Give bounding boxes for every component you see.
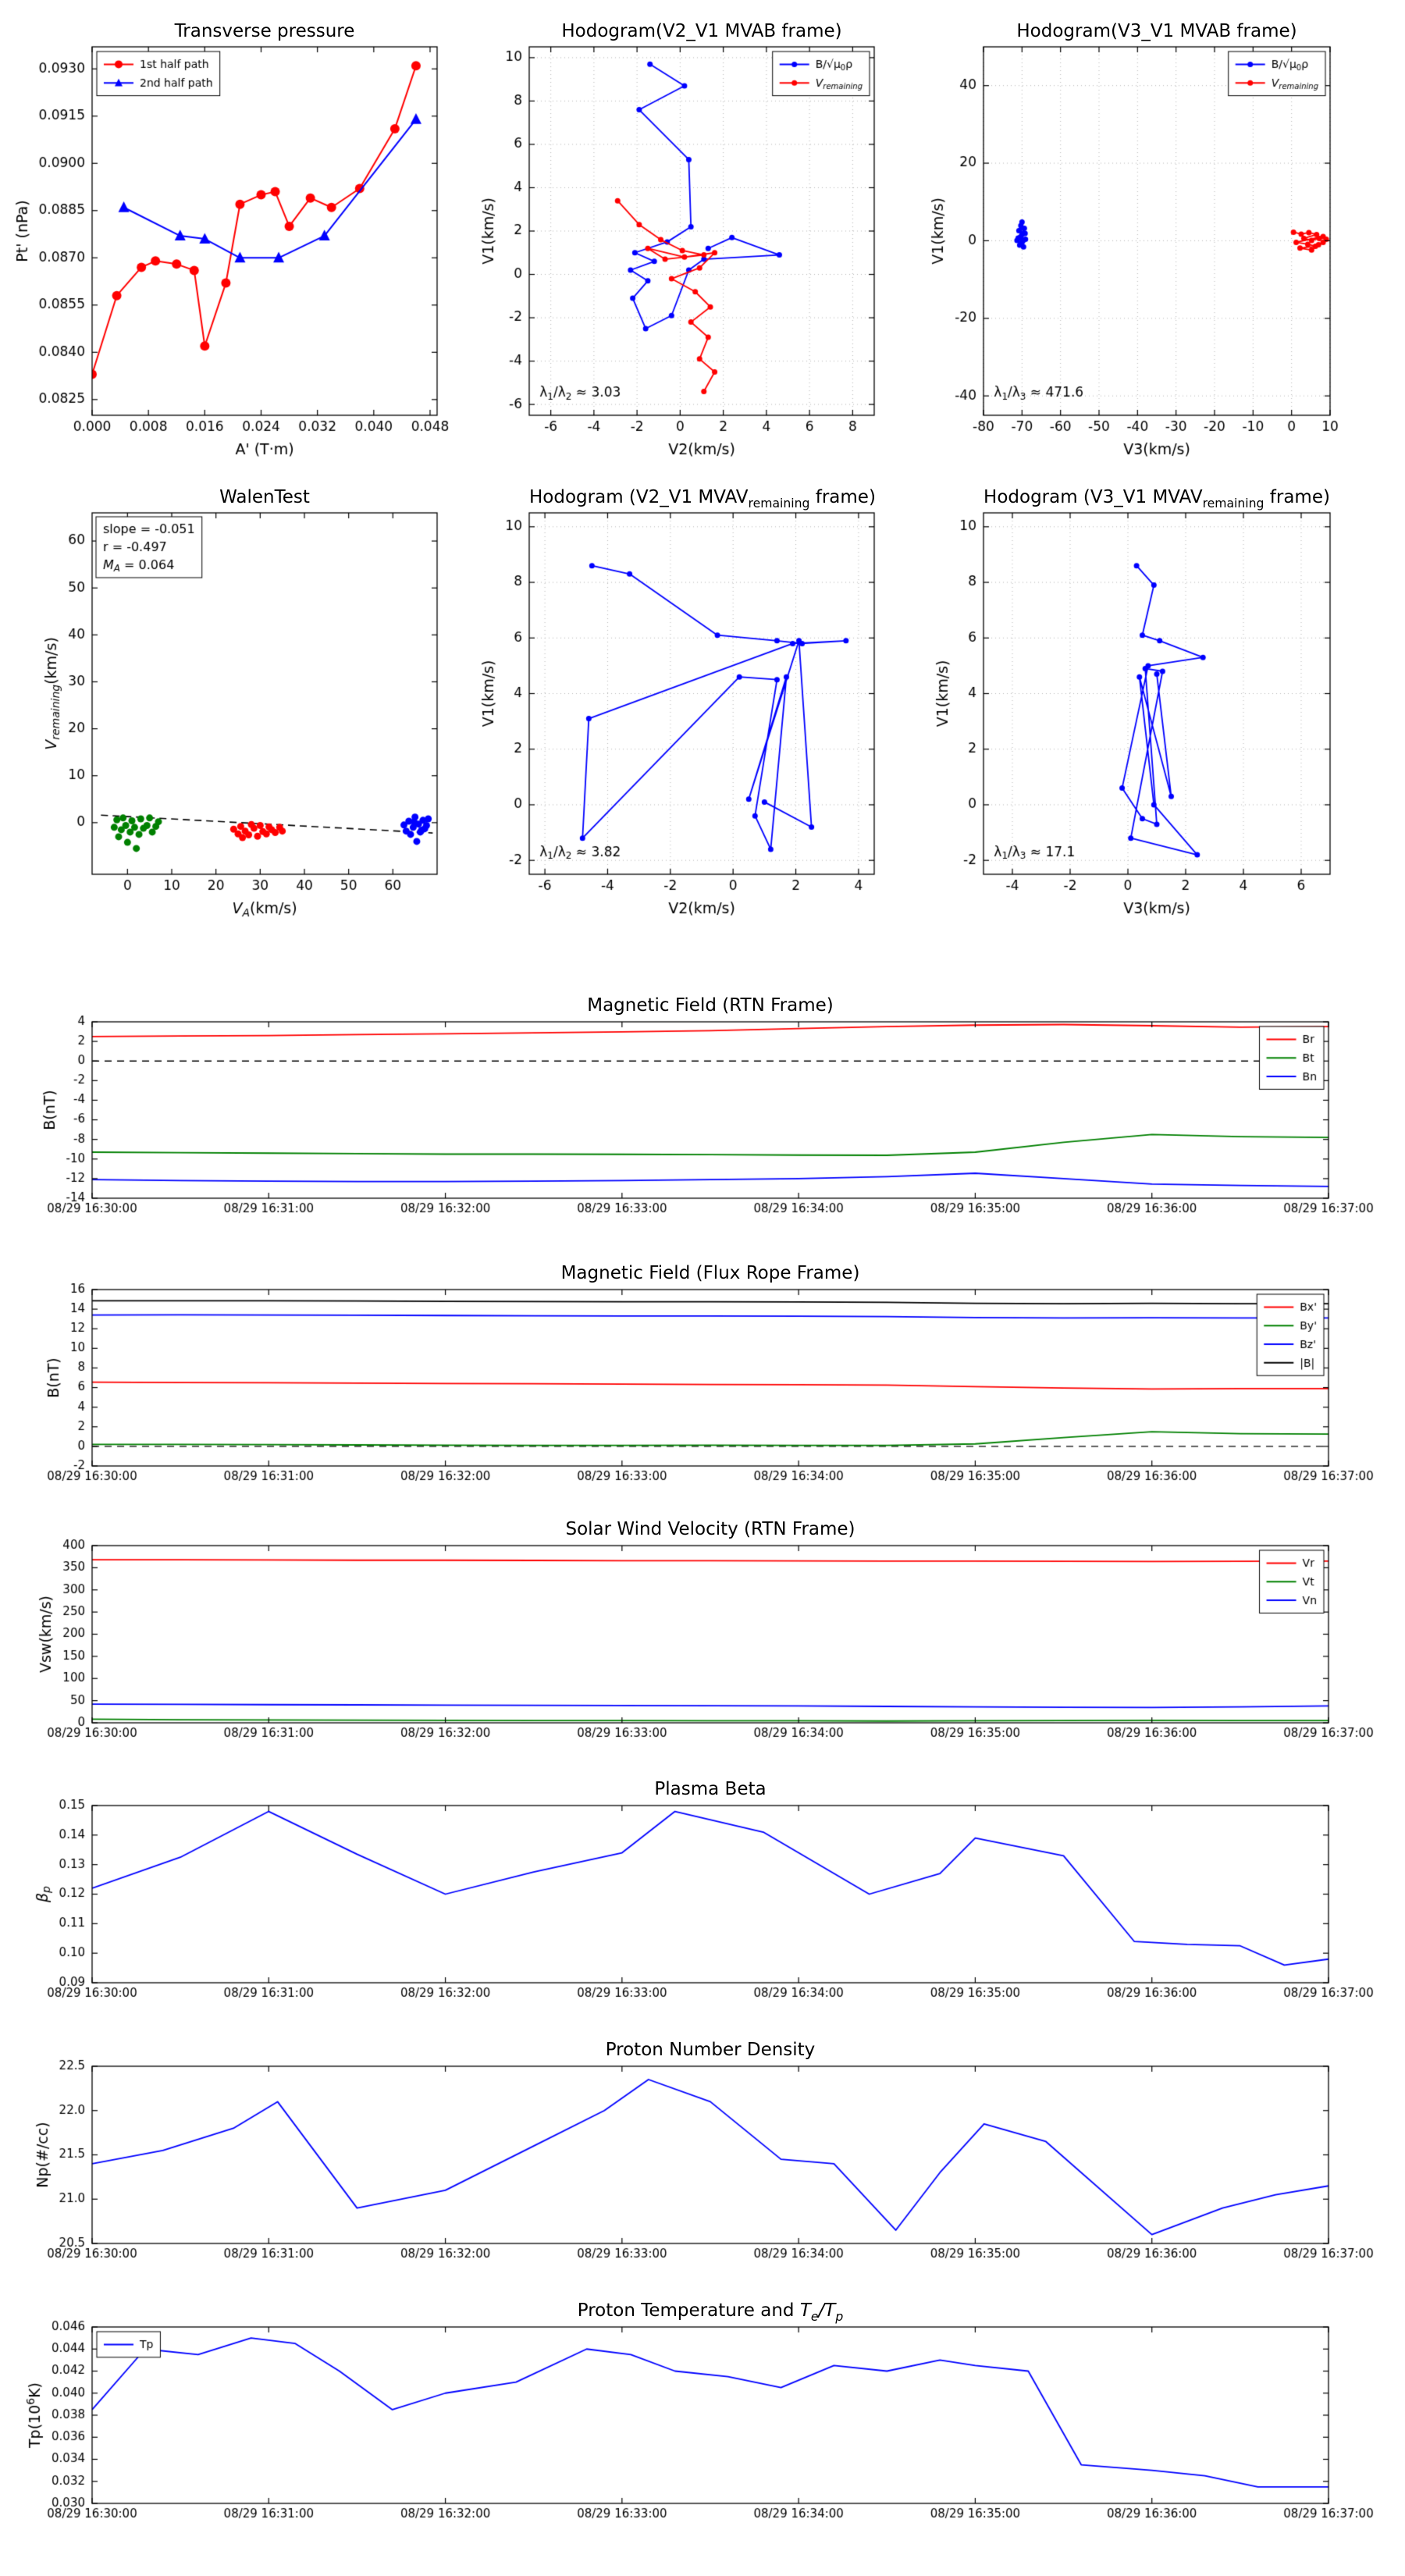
title-magnetic-field-rtn: Magnetic Field (RTN Frame) xyxy=(587,995,834,1016)
title-hodogram-v2v1-mvab: Hodogram(V2_V1 MVAB frame) xyxy=(561,21,842,41)
title-hodogram-v2v1-mvav: Hodogram (V2_V1 MVAVremaining frame) xyxy=(529,487,876,511)
title-transverse-pressure: Transverse pressure xyxy=(174,21,355,41)
title-plasma-beta: Plasma Beta xyxy=(654,1779,767,1799)
title-hodogram-v3v1-mvav: Hodogram (V3_V1 MVAVremaining frame) xyxy=(984,487,1330,511)
title-proton-temperature: Proton Temperature and Te/Tp xyxy=(577,2300,844,2324)
title-magnetic-field-flux-rope: Magnetic Field (Flux Rope Frame) xyxy=(560,1263,860,1283)
title-proton-number-density: Proton Number Density xyxy=(605,2040,816,2060)
title-hodogram-v3v1-mvab: Hodogram(V3_V1 MVAB frame) xyxy=(1016,21,1297,41)
title-walen-test: WalenTest xyxy=(219,487,310,507)
title-solar-wind-velocity: Solar Wind Velocity (RTN Frame) xyxy=(565,1519,855,1539)
